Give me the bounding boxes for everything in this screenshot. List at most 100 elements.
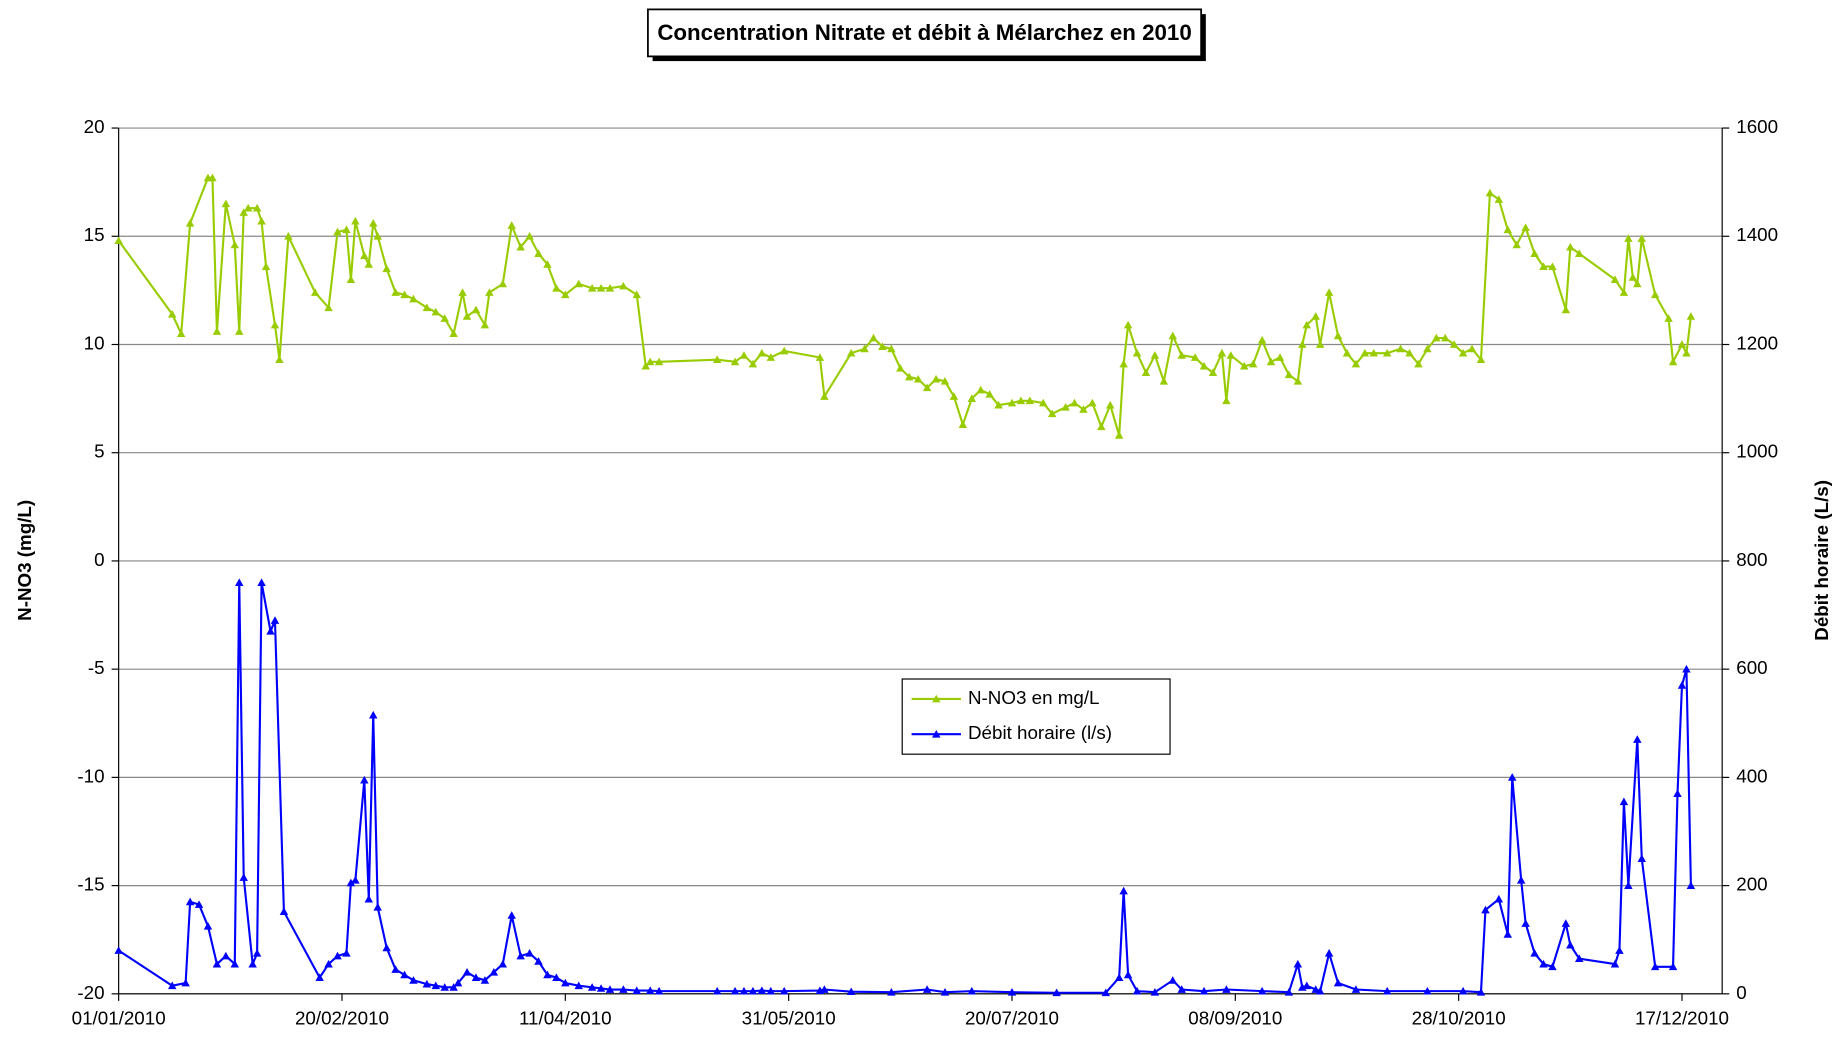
point-marker — [346, 275, 356, 283]
point-marker — [1414, 359, 1423, 368]
point-marker — [310, 288, 320, 296]
point-marker — [1177, 985, 1186, 993]
point-marker — [1007, 398, 1017, 407]
point-marker — [114, 236, 123, 244]
point-marker — [534, 249, 543, 257]
point-marker — [1633, 279, 1642, 288]
y-axis-title: N-NO3 (mg/L) — [14, 500, 35, 621]
point-marker — [654, 986, 664, 995]
point-marker — [1061, 403, 1070, 411]
point-marker — [194, 900, 204, 908]
point-marker — [449, 329, 458, 338]
legend-label: Débit horaire (l/s) — [968, 722, 1112, 743]
point-marker — [485, 288, 494, 296]
point-marker — [922, 383, 932, 392]
point-marker — [235, 327, 244, 335]
point-marker — [1633, 735, 1642, 743]
point-marker — [498, 959, 508, 968]
point-marker — [1025, 396, 1035, 405]
point-marker — [543, 260, 552, 268]
point-marker — [1539, 959, 1548, 968]
point-marker — [400, 970, 409, 979]
point-marker — [712, 355, 722, 364]
point-marker — [730, 357, 740, 366]
point-marker — [458, 288, 467, 296]
point-marker — [1668, 962, 1678, 971]
point-marker — [257, 578, 266, 586]
point-marker — [462, 967, 472, 976]
point-marker — [342, 225, 351, 234]
point-marker — [1516, 875, 1526, 884]
point-marker — [1240, 361, 1249, 370]
point-marker — [1324, 949, 1334, 957]
point-marker — [815, 353, 825, 361]
point-marker — [561, 290, 570, 299]
y-tick-label: -10 — [77, 765, 104, 786]
point-marker — [1575, 249, 1584, 257]
point-marker — [235, 578, 244, 586]
point-marker — [605, 985, 615, 993]
point-marker — [1007, 987, 1017, 996]
point-marker — [400, 290, 409, 299]
point-marker — [257, 216, 266, 225]
y2-tick-label: 1200 — [1736, 332, 1778, 353]
point-marker — [516, 242, 525, 251]
point-marker — [1677, 340, 1687, 348]
point-marker — [1664, 314, 1673, 322]
x-tick-label: 01/01/2010 — [72, 1008, 166, 1029]
y-tick-label: -5 — [88, 657, 105, 678]
point-marker — [1476, 987, 1486, 996]
point-marker — [1159, 377, 1169, 385]
point-marker — [712, 986, 722, 995]
point-marker — [422, 979, 432, 988]
point-marker — [1485, 188, 1495, 197]
point-marker — [552, 283, 561, 292]
point-marker — [1298, 340, 1307, 348]
point-marker — [181, 978, 190, 987]
point-marker — [1070, 398, 1079, 407]
point-marker — [1275, 353, 1285, 361]
point-marker — [1114, 431, 1124, 439]
point-marker — [1123, 320, 1133, 329]
point-marker — [1311, 985, 1320, 993]
point-marker — [431, 981, 441, 990]
point-marker — [730, 986, 740, 995]
point-marker — [1177, 351, 1186, 359]
point-marker — [766, 353, 776, 361]
point-marker — [1668, 357, 1678, 366]
point-marker — [1315, 986, 1325, 995]
point-marker — [471, 305, 481, 314]
point-marker — [391, 965, 400, 973]
point-marker — [860, 344, 869, 353]
point-marker — [270, 616, 280, 624]
point-marker — [1168, 976, 1178, 984]
point-marker — [1284, 987, 1294, 996]
point-marker — [1222, 985, 1231, 993]
y2-tick-label: 1600 — [1736, 116, 1778, 137]
y-tick-label: 0 — [94, 549, 104, 570]
point-marker — [422, 303, 432, 312]
point-marker — [1566, 940, 1575, 949]
y2-tick-label: 400 — [1736, 765, 1767, 786]
point-marker — [462, 312, 472, 320]
point-marker — [1150, 987, 1160, 996]
point-marker — [896, 364, 905, 372]
point-marker — [1208, 368, 1218, 377]
point-marker — [185, 219, 195, 227]
x-tick-label: 17/12/2010 — [1635, 1008, 1729, 1029]
point-marker — [239, 873, 248, 881]
point-marker — [1123, 970, 1133, 979]
point-marker — [1382, 986, 1392, 995]
point-marker — [1119, 886, 1128, 895]
point-marker — [1217, 348, 1227, 357]
y2-tick-label: 0 — [1736, 982, 1746, 1003]
point-marker — [1101, 988, 1111, 997]
point-marker — [391, 288, 400, 296]
point-marker — [507, 221, 516, 229]
point-marker — [887, 344, 896, 353]
y-tick-label: 10 — [84, 332, 105, 353]
point-marker — [1168, 331, 1178, 340]
legend-marker — [932, 694, 941, 703]
point-marker — [342, 949, 351, 957]
